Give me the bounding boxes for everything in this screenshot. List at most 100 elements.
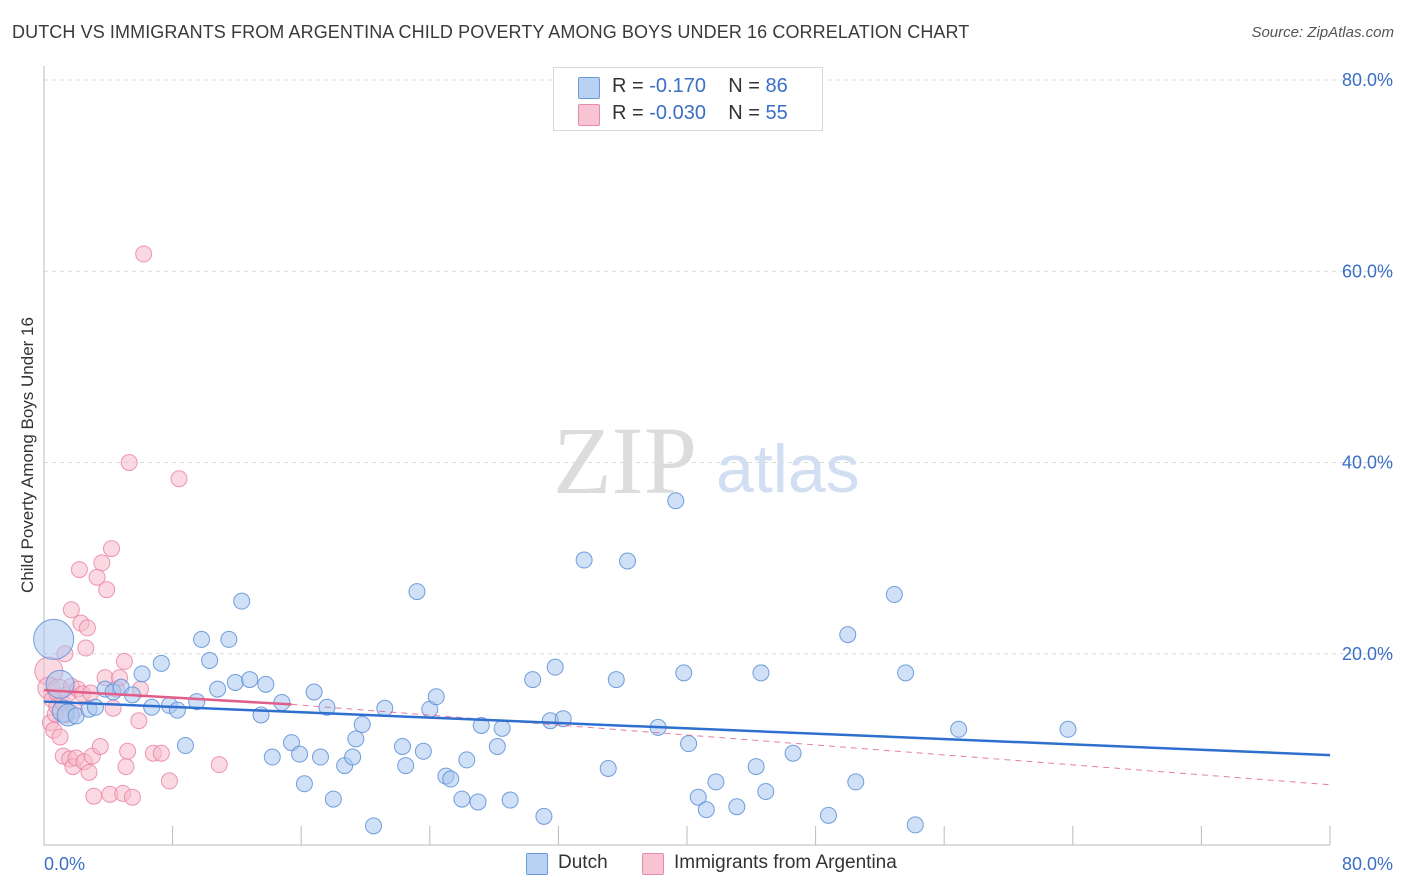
dutch-point — [291, 745, 309, 763]
dutch-point — [501, 791, 519, 809]
dutch-point — [344, 748, 362, 766]
dutch-point — [209, 680, 227, 698]
dutch-point — [680, 735, 698, 753]
bottom-argentina-label: Immigrants from Argentina — [674, 852, 897, 873]
legend-n-label-argentina: N = — [728, 102, 760, 124]
dutch-point — [757, 782, 775, 800]
chart-title: DUTCH VS IMMIGRANTS FROM ARGENTINA CHILD… — [12, 22, 970, 42]
dutch-point — [86, 698, 104, 716]
dutch-point — [233, 592, 251, 610]
dutch-point — [263, 748, 281, 766]
gridlines — [44, 79, 1392, 655]
dutch-point — [472, 716, 490, 734]
dutch-point — [397, 757, 415, 775]
y-tick-label: 20.0% — [1342, 644, 1393, 664]
dutch-point — [488, 738, 506, 756]
dutch-point — [353, 716, 371, 734]
dutch-point — [667, 492, 685, 510]
argentina-point — [98, 581, 116, 599]
dutch-point — [257, 675, 275, 693]
argentina-point — [93, 554, 111, 572]
legend-r-label-argentina: R = — [612, 102, 644, 124]
argentina-point — [85, 787, 103, 805]
legend-r-value-argentina: -0.030 — [649, 102, 706, 124]
dutch-point — [193, 630, 211, 648]
dutch-point — [493, 719, 511, 737]
argentina-point — [62, 601, 80, 619]
dutch-point — [1059, 720, 1077, 738]
dutch-point — [168, 701, 186, 719]
dutch-point — [607, 671, 625, 689]
dutch-point — [176, 737, 194, 755]
x-tick-label: 0.0% — [44, 854, 85, 874]
y-axis-label: Child Poverty Among Boys Under 16 — [18, 317, 37, 593]
dutch-swatch — [578, 77, 600, 99]
dutch-point — [201, 651, 219, 669]
bottom-argentina-swatch — [642, 853, 664, 875]
argentina-point — [119, 742, 137, 760]
legend-n-value-dutch: 86 — [765, 75, 788, 97]
dutch-point — [707, 773, 725, 791]
dutch-points — [33, 492, 1077, 835]
argentina-point — [160, 772, 178, 790]
dutch-point — [546, 658, 564, 676]
dutch-point — [365, 817, 383, 835]
argentina-point — [120, 454, 138, 471]
y-tick-label: 80.0% — [1342, 70, 1393, 90]
bottom-dutch-label: Dutch — [558, 852, 608, 873]
argentina-swatch — [578, 104, 600, 126]
argentina-point — [78, 619, 96, 637]
legend-n-value-argentina: 55 — [765, 102, 788, 124]
legend-r-value-dutch: -0.170 — [649, 75, 706, 97]
dutch-point — [728, 798, 746, 816]
dutch-point — [226, 673, 244, 691]
argentina-trend-line — [43, 688, 292, 706]
dutch-point — [305, 683, 323, 701]
dutch-point — [619, 552, 637, 570]
dutch-point — [427, 688, 445, 706]
argentina-point — [170, 470, 188, 488]
dutch-point — [885, 585, 903, 603]
bottom-dutch-swatch — [526, 853, 548, 875]
argentina-point — [117, 758, 135, 776]
legend-n-label-dutch: N = — [728, 75, 760, 97]
x-tick-label: 80.0% — [1342, 854, 1393, 874]
dutch-point — [524, 671, 542, 689]
dutch-point — [152, 654, 170, 672]
dutch-point — [347, 730, 365, 748]
dutch-point — [575, 551, 593, 569]
dutch-point — [33, 618, 75, 660]
argentina-point — [152, 744, 170, 762]
dutch-point — [599, 760, 617, 777]
dutch-point — [535, 807, 553, 825]
dutch-point — [241, 671, 259, 689]
dutch-point — [839, 626, 857, 644]
argentina-point — [77, 639, 95, 657]
argentina-point — [123, 788, 141, 806]
argentina-point — [70, 561, 88, 579]
argentina-point — [104, 699, 122, 717]
x-tick-labels: 0.0% 80.0% — [44, 854, 1393, 874]
dutch-point — [458, 751, 476, 769]
dutch-point — [847, 773, 865, 791]
dutch-point — [453, 790, 471, 808]
dutch-point — [819, 806, 837, 824]
dutch-point — [906, 816, 924, 834]
dutch-point — [442, 770, 460, 788]
argentina-point — [115, 652, 133, 670]
dutch-point — [220, 630, 238, 648]
argentina-point — [135, 245, 153, 263]
dutch-point — [408, 583, 426, 601]
axes — [43, 66, 1331, 846]
dutch-point — [133, 665, 151, 683]
dutch-point — [950, 720, 968, 738]
source-label: Source: ZipAtlas.com — [1251, 24, 1394, 41]
dutch-point — [747, 758, 765, 776]
argentina-trend-dashed — [291, 703, 1331, 786]
argentina-point — [210, 756, 228, 774]
dutch-point — [311, 748, 329, 766]
dutch-point — [675, 664, 693, 682]
dutch-point — [45, 669, 75, 699]
dutch-point — [376, 699, 394, 717]
